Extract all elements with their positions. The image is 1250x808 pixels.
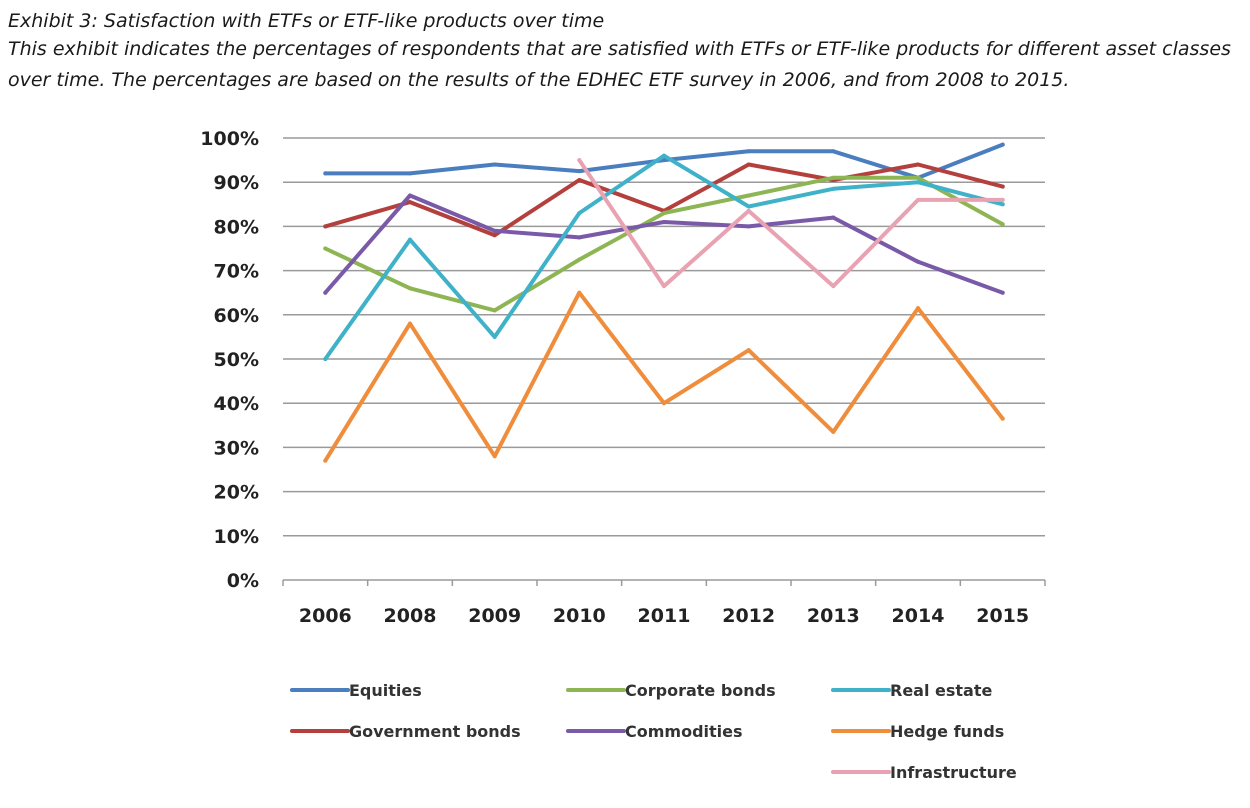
data-point-commodities [662, 219, 666, 224]
y-tick-label: 50% [214, 349, 259, 371]
data-point-corporate-bonds [916, 175, 920, 180]
series-line-hedge-funds [323, 290, 1005, 463]
data-point-government-bonds [492, 233, 497, 238]
data-point-hedge-funds [662, 401, 666, 406]
series-line-real-estate [323, 153, 1005, 361]
x-tick-label: 2010 [553, 605, 606, 627]
y-tick-label: 0% [227, 570, 259, 592]
data-point-commodities [746, 224, 751, 229]
data-point-real-estate [323, 357, 328, 361]
data-point-infrastructure [577, 158, 582, 163]
data-point-corporate-bonds [746, 193, 751, 198]
data-point-corporate-bonds [1000, 222, 1005, 227]
y-tick-label: 90% [214, 172, 259, 194]
data-point-equities [408, 171, 412, 176]
data-point-equities [1000, 142, 1005, 147]
data-point-commodities [1000, 290, 1005, 295]
data-point-infrastructure [1000, 197, 1005, 202]
data-point-government-bonds [323, 224, 328, 229]
legend-label-infrastructure: Infrastructure [890, 763, 1017, 782]
data-point-hedge-funds [408, 321, 412, 326]
data-point-equities [746, 149, 751, 154]
data-point-equities [577, 169, 582, 174]
data-point-hedge-funds [831, 429, 836, 434]
legend-label-government-bonds: Government bonds [349, 722, 521, 741]
x-tick-label: 2013 [807, 605, 860, 627]
data-point-hedge-funds [577, 290, 582, 295]
data-point-infrastructure [662, 284, 666, 289]
data-point-real-estate [408, 237, 412, 242]
legend-label-commodities: Commodities [625, 722, 743, 741]
exhibit-title: Exhibit 3: Satisfaction with ETFs or ETF… [8, 10, 605, 32]
data-point-corporate-bonds [831, 175, 836, 180]
data-point-hedge-funds [492, 454, 497, 459]
data-point-hedge-funds [1000, 416, 1005, 421]
data-point-real-estate [916, 180, 920, 185]
data-point-equities [323, 171, 328, 176]
data-point-equities [831, 149, 836, 154]
data-point-government-bonds [1000, 184, 1005, 189]
series-line-infrastructure [577, 158, 1005, 289]
x-tick-label: 2015 [976, 605, 1029, 627]
data-point-infrastructure [746, 208, 751, 213]
data-point-government-bonds [577, 177, 582, 182]
x-tick-label: 2014 [892, 605, 945, 627]
legend-label-hedge-funds: Hedge funds [890, 722, 1004, 741]
chart-series [323, 142, 1005, 463]
data-point-government-bonds [408, 200, 412, 205]
data-point-real-estate [492, 334, 497, 339]
y-tick-label: 30% [214, 437, 259, 459]
legend-label-real-estate: Real estate [890, 681, 992, 700]
data-point-commodities [831, 215, 836, 220]
data-point-commodities [492, 228, 497, 233]
x-tick-label: 2011 [638, 605, 691, 627]
x-tick-label: 2012 [722, 605, 775, 627]
y-tick-label: 20% [214, 482, 259, 504]
chart-gridlines [283, 137, 1045, 537]
series-line-corporate-bonds [323, 175, 1005, 313]
chart-legend: Equities Government bonds Corporate bonds C… [290, 681, 1017, 782]
series-line-government-bonds [323, 162, 1005, 238]
y-tick-label: 40% [214, 393, 259, 415]
x-tick-label: 2008 [384, 605, 437, 627]
data-point-corporate-bonds [323, 246, 328, 251]
data-point-real-estate [662, 153, 666, 158]
data-point-commodities [408, 193, 412, 198]
data-point-hedge-funds [746, 348, 751, 353]
data-point-commodities [916, 259, 920, 264]
data-point-corporate-bonds [577, 257, 582, 262]
chart-axes: 0% 10% 20% 30% 40% 50% 60% 70% 80% 90% 100% 2006 200… [200, 128, 1046, 627]
data-point-corporate-bonds [662, 211, 666, 216]
y-tick-label: 10% [214, 526, 259, 548]
data-point-corporate-bonds [408, 286, 412, 291]
data-point-equities [662, 158, 666, 163]
x-tick-label: 2006 [299, 605, 352, 627]
data-point-real-estate [1000, 202, 1005, 207]
data-point-hedge-funds [323, 458, 328, 463]
data-point-corporate-bonds [492, 308, 497, 313]
y-tick-label: 80% [214, 216, 259, 238]
data-point-real-estate [746, 204, 751, 209]
y-tick-label: 60% [214, 305, 259, 327]
y-tick-label: 100% [200, 128, 259, 150]
data-point-infrastructure [916, 197, 920, 202]
y-tick-label: 70% [214, 261, 259, 283]
data-point-real-estate [831, 186, 836, 191]
data-point-government-bonds [746, 162, 751, 167]
data-point-commodities [577, 235, 582, 240]
legend-label-equities: Equities [349, 681, 422, 700]
data-point-hedge-funds [916, 306, 920, 311]
x-tick-label: 2009 [468, 605, 521, 627]
exhibit-header: Exhibit 3: Satisfaction with ETFs or ETF… [8, 8, 1243, 96]
data-point-real-estate [577, 211, 582, 216]
data-point-equities [492, 162, 497, 167]
legend-label-corporate-bonds: Corporate bonds [625, 681, 776, 700]
data-point-infrastructure [831, 284, 836, 289]
data-point-commodities [323, 290, 328, 295]
data-point-government-bonds [916, 162, 920, 167]
exhibit-subtitle: This exhibit indicates the percentages o… [8, 38, 1231, 91]
